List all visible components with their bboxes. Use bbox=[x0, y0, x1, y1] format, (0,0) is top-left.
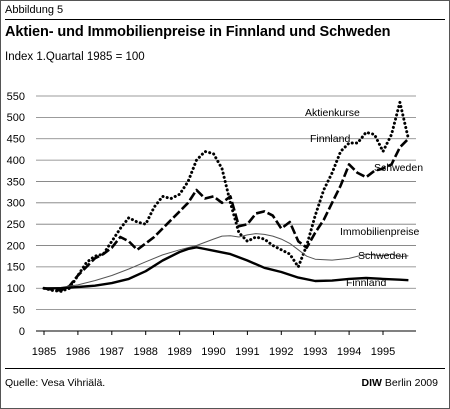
series-line-stocks-schweden bbox=[43, 137, 410, 292]
x-tick-label: 1991 bbox=[235, 346, 259, 358]
y-tick-label: 400 bbox=[7, 155, 25, 167]
x-tick-label: 1994 bbox=[337, 346, 361, 358]
y-tick-label: 350 bbox=[7, 176, 25, 188]
y-tick-label: 450 bbox=[7, 134, 25, 146]
y-tick-label: 500 bbox=[7, 112, 25, 124]
y-tick-label: 250 bbox=[7, 219, 25, 231]
x-tick-label: 1988 bbox=[133, 346, 157, 358]
x-tick-label: 1990 bbox=[201, 346, 225, 358]
source-note: Quelle: Vesa Vihriälä. bbox=[5, 377, 106, 389]
x-tick-label: 1987 bbox=[100, 346, 124, 358]
label-stocks-schweden: Schweden bbox=[374, 162, 423, 174]
credit-brand: DIW bbox=[361, 377, 382, 389]
label-housing-finnland: Finnland bbox=[346, 277, 386, 289]
x-tick-label: 1985 bbox=[32, 346, 56, 358]
y-tick-label: 550 bbox=[7, 91, 25, 103]
y-tick-label: 150 bbox=[7, 262, 25, 274]
label-immobilienpreise: Immobilienpreise bbox=[340, 226, 420, 238]
y-tick-label: 50 bbox=[13, 304, 25, 316]
x-axis-ticks: 1985 1986 1987 1988 1989 1990 1991 1992 1993 1994… bbox=[32, 331, 395, 358]
y-axis-ticks: 0 50 100 150 200 250 300 350 400 450 500 550 bbox=[7, 91, 25, 338]
credit-text: Berlin 2009 bbox=[381, 377, 438, 389]
series-lines bbox=[42, 100, 410, 293]
chart-title: Aktien- und Immobilienpreise in Finnland… bbox=[5, 24, 391, 40]
series-line-housing-schweden bbox=[43, 233, 409, 289]
x-tick-label: 1993 bbox=[303, 346, 327, 358]
x-tick-label: 1992 bbox=[269, 346, 293, 358]
y-tick-label: 0 bbox=[19, 326, 25, 338]
chart-subtitle: Index 1.Quartal 1985 = 100 bbox=[5, 51, 145, 63]
x-tick-label: 1995 bbox=[371, 346, 395, 358]
series-line-housing-finnland bbox=[44, 246, 409, 290]
bottom-rule bbox=[5, 368, 445, 369]
y-tick-label: 300 bbox=[7, 198, 25, 210]
label-aktienkurse: Aktienkurse bbox=[305, 107, 360, 119]
y-tick-label: 200 bbox=[7, 240, 25, 252]
x-tick-label: 1989 bbox=[167, 346, 191, 358]
credit-note: DIW Berlin 2009 bbox=[362, 377, 438, 389]
series-labels: Aktienkurse Finnland Schweden Immobilien… bbox=[305, 107, 423, 289]
label-stocks-finnland: Finnland bbox=[310, 133, 350, 145]
label-housing-schweden: Schweden bbox=[358, 250, 407, 262]
x-tick-label: 1986 bbox=[66, 346, 90, 358]
grid-lines bbox=[36, 95, 416, 332]
top-rule bbox=[5, 19, 445, 20]
series-line-stocks-finnland bbox=[42, 100, 410, 293]
y-tick-label: 100 bbox=[7, 283, 25, 295]
figure-number: Abbildung 5 bbox=[5, 4, 64, 16]
